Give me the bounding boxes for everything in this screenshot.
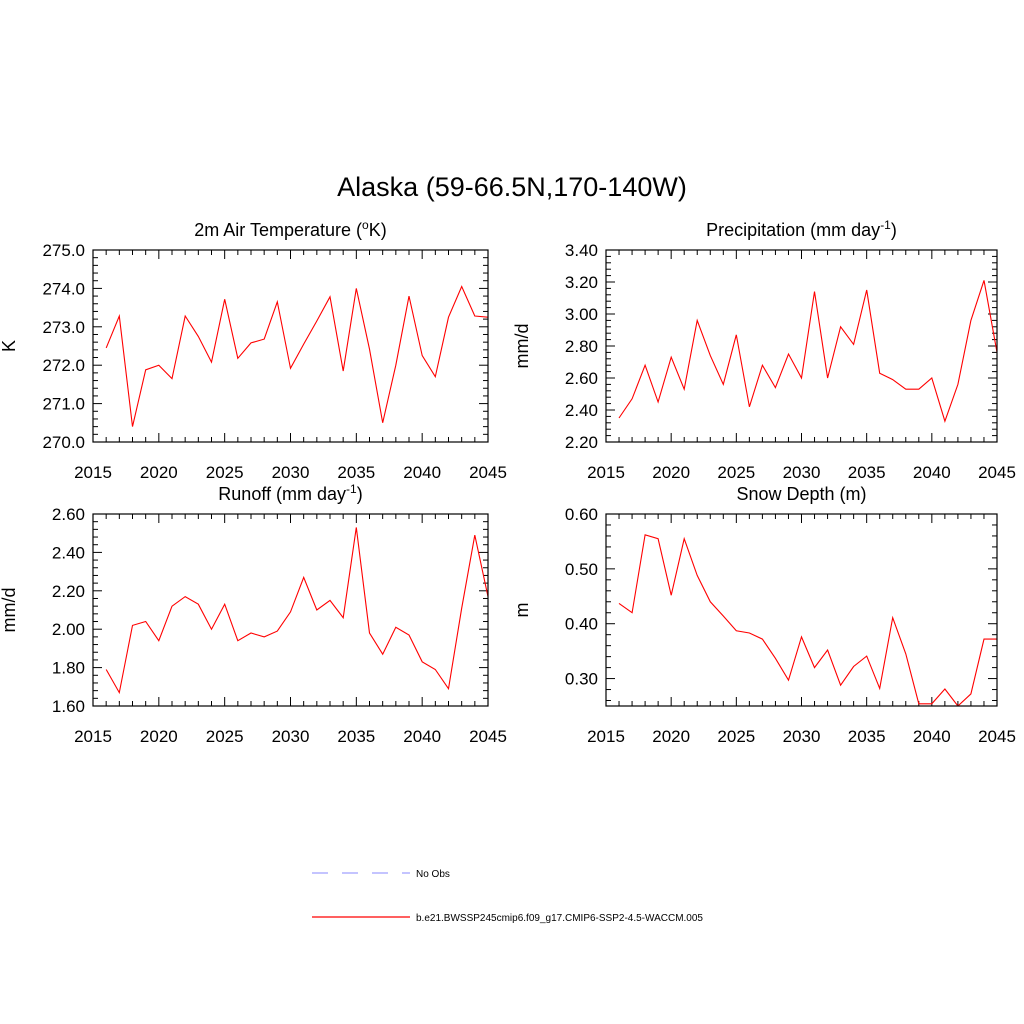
y-tick-label: 3.40 [565,241,598,260]
x-tick-label: 2035 [337,463,375,482]
y-tick-label: 2.60 [565,369,598,388]
panel-title-tail: K) [369,220,387,240]
x-tick-label: 2020 [140,727,178,746]
panel-4: Snow Depth (m) m 2015 2020 2025 2030 2035 2040 2… [512,484,1016,746]
y-tick-label: 2.00 [52,620,85,639]
panel-title: Precipitation (mm day-1) [706,218,897,240]
plot-frame [605,513,998,707]
x-tick-label: 2045 [978,727,1016,746]
y-tick-label: 271.0 [42,395,85,414]
panel-3: Runoff (mm day-1) mm/d 2015 2020 2025 2030 203… [0,482,507,746]
y-axis-label: mm/d [512,324,532,369]
x-tick-label: 2015 [74,727,112,746]
y-tick-label: 274.0 [42,279,85,298]
x-tick-label: 2015 [74,463,112,482]
x-tick-label: 2045 [978,463,1016,482]
y-tick-label: 0.40 [565,615,598,634]
panel-title: Snow Depth (m) [736,484,866,504]
plot-frame [92,513,489,707]
x-tick-label: 2020 [140,463,178,482]
x-tick-label: 2035 [337,727,375,746]
x-tick-label: 2045 [469,463,507,482]
x-tick-label: 2020 [652,727,690,746]
y-tick-label: 2.20 [52,582,85,601]
x-tick-label: 2030 [272,463,310,482]
y-tick-label: 0.60 [565,505,598,524]
legend: No Obs b.e21.BWSSP245cmip6.f09_g17.CMIP6… [312,869,703,924]
x-tick-label: 2040 [403,727,441,746]
y-tick-label: 2.40 [52,543,85,562]
panel-title-superscript: o [362,218,369,232]
series-line [105,527,488,695]
y-tick-label: 0.30 [565,670,598,689]
panel-title: Runoff (mm day-1) [218,482,362,504]
x-tick-label: 2040 [913,727,951,746]
x-tick-label: 2040 [913,463,951,482]
x-tick-label: 2025 [206,463,244,482]
panel-title-tail: ) [357,484,363,504]
y-tick-label: 273.0 [42,318,85,337]
y-tick-label: 1.80 [52,659,85,678]
x-tick-label: 2035 [848,727,886,746]
y-axis-label: mm/d [0,588,19,633]
y-tick-label: 2.40 [565,401,598,420]
x-tick-label: 2020 [652,463,690,482]
plot-frame [92,249,489,443]
series-line [618,534,997,706]
y-tick-label: 3.00 [565,305,598,324]
x-tick-label: 2040 [403,463,441,482]
panel-2: Precipitation (mm day-1) mm/d 2015 2020 2025… [512,218,1016,482]
y-tick-label: 272.0 [42,356,85,375]
x-tick-label: 2030 [272,727,310,746]
x-tick-label: 2030 [783,463,821,482]
legend-obs-label: No Obs [416,869,450,880]
x-tick-label: 2025 [717,463,755,482]
x-tick-label: 2025 [717,727,755,746]
x-tick-label: 2015 [587,727,625,746]
x-tick-label: 2030 [783,727,821,746]
y-axis-label: K [0,340,19,352]
panels: 2m Air Temperature (oK) K 2015 2020 2025 2030… [0,218,1016,746]
main-title: Alaska (59-66.5N,170-140W) [337,172,687,202]
y-tick-label: 270.0 [42,433,85,452]
panel-title-superscript: -1 [346,482,357,496]
legend-model-label: b.e21.BWSSP245cmip6.f09_g17.CMIP6-SSP2-4… [416,913,703,924]
y-axis-label: m [512,603,532,618]
y-tick-label: 3.20 [565,273,598,292]
y-tick-label: 2.60 [52,505,85,524]
series-line [105,285,488,427]
plot-frame [605,249,998,443]
panel-title-tail: ) [891,220,897,240]
y-tick-label: 1.60 [52,697,85,716]
x-tick-label: 2035 [848,463,886,482]
x-tick-label: 2015 [587,463,625,482]
panel-title-superscript: -1 [880,218,891,232]
y-tick-label: 275.0 [42,241,85,260]
y-tick-label: 0.50 [565,560,598,579]
panel-title: 2m Air Temperature (oK) [194,218,386,240]
y-tick-label: 2.20 [565,433,598,452]
panel-1: 2m Air Temperature (oK) K 2015 2020 2025 2030… [0,218,507,482]
series-line [618,280,997,423]
x-tick-label: 2045 [469,727,507,746]
y-tick-label: 2.80 [565,337,598,356]
x-tick-label: 2025 [206,727,244,746]
